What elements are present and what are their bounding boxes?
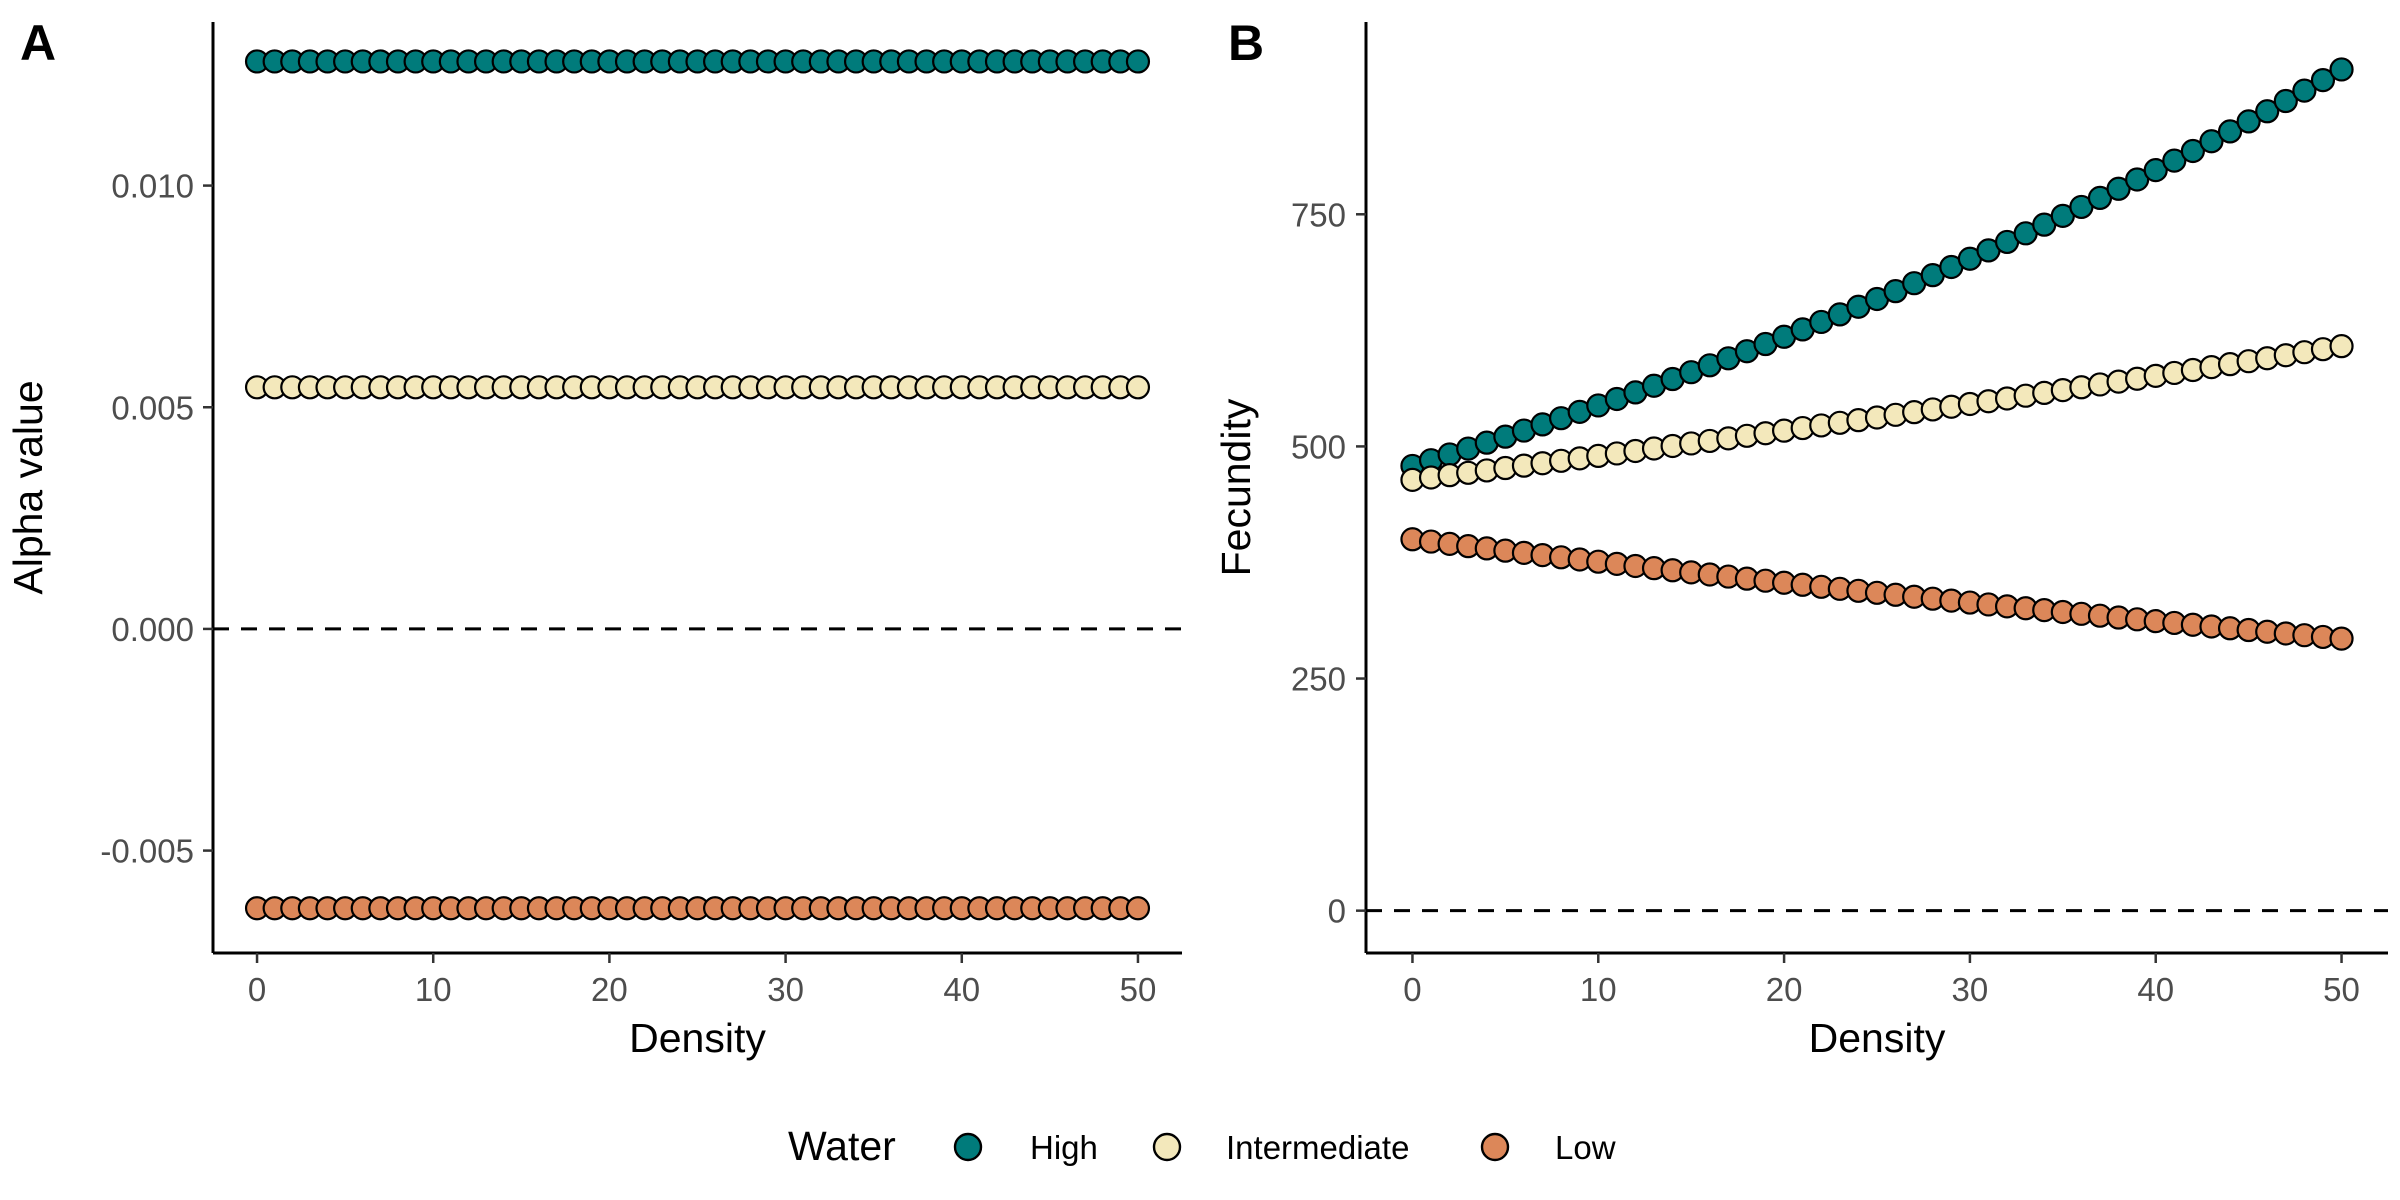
- data-point-high: [1125, 49, 1151, 74]
- y-tick-label: 0.010: [111, 168, 194, 205]
- series-low: [1400, 527, 2354, 651]
- x-tick-label: 30: [1952, 971, 1989, 1008]
- x-axis-title: Density: [1809, 1015, 1946, 1061]
- y-tick-label: 750: [1291, 196, 1346, 233]
- series-intermediate: [244, 375, 1151, 400]
- legend-label-low: Low: [1555, 1129, 1616, 1166]
- data-point-high: [2236, 109, 2261, 134]
- data-point-intermediate: [1125, 375, 1151, 400]
- legend-key-intermediate: [1152, 1132, 1182, 1162]
- x-tick-label: 40: [2137, 971, 2174, 1008]
- series-low: [244, 896, 1151, 921]
- panel-b-fecundity-plot: B 0 250 500 750 0 10 20 30 40 50 Density Fecundity: [1213, 15, 2388, 1061]
- data-point-high: [2273, 88, 2298, 114]
- data-point-high: [2217, 119, 2243, 144]
- data-point-high: [2162, 148, 2187, 173]
- panel-a-alpha-plot: A -0.005 0.000 0.005 0.010 0 10 20 30 40 50 Densit…: [5, 15, 1182, 1061]
- y-tick-label: 250: [1291, 661, 1346, 698]
- data-point-high: [2329, 57, 2354, 82]
- data-point-high: [2310, 68, 2336, 93]
- data-point-intermediate: [2329, 334, 2354, 359]
- legend-key-low: [1480, 1132, 1510, 1162]
- data-point-high: [2199, 129, 2224, 154]
- series-intermediate: [1400, 334, 2354, 492]
- data-point-high: [2292, 78, 2317, 103]
- data-point-low: [2329, 626, 2354, 651]
- panel-a-letter: A: [20, 15, 56, 71]
- x-tick-label: 50: [2323, 971, 2360, 1008]
- legend-title: Water: [788, 1123, 896, 1169]
- panel-b-letter: B: [1228, 15, 1264, 71]
- legend-key-high: [953, 1132, 983, 1162]
- y-tick-label: 500: [1291, 428, 1346, 465]
- x-tick-label: 10: [415, 971, 452, 1008]
- legend-label-intermediate: Intermediate: [1226, 1129, 1409, 1166]
- y-axis-title: Fecundity: [1213, 398, 1259, 576]
- legend: Water High Intermediate Low: [788, 1123, 1616, 1169]
- y-tick-label: 0: [1328, 893, 1346, 930]
- x-tick-label: 0: [248, 971, 266, 1008]
- x-tick-label: 50: [1120, 971, 1157, 1008]
- x-tick-label: 30: [767, 971, 804, 1008]
- y-tick-label: 0.000: [111, 611, 194, 648]
- y-axis-title: Alpha value: [5, 380, 51, 594]
- x-tick-label: 10: [1580, 971, 1617, 1008]
- y-tick-label: 0.005: [111, 389, 194, 426]
- data-point-low: [1125, 896, 1151, 921]
- x-tick-label: 20: [591, 971, 628, 1008]
- x-tick-label: 20: [1766, 971, 1803, 1008]
- y-tick-label: -0.005: [100, 833, 194, 870]
- series-high: [244, 49, 1151, 74]
- series-high: [1400, 57, 2354, 479]
- x-axis-title: Density: [629, 1015, 766, 1061]
- data-point-high: [2180, 138, 2205, 164]
- x-tick-label: 0: [1403, 971, 1421, 1008]
- data-point-high: [2255, 99, 2280, 124]
- x-tick-label: 40: [943, 971, 980, 1008]
- legend-label-high: High: [1030, 1129, 1098, 1166]
- data-point-high: [2143, 158, 2168, 183]
